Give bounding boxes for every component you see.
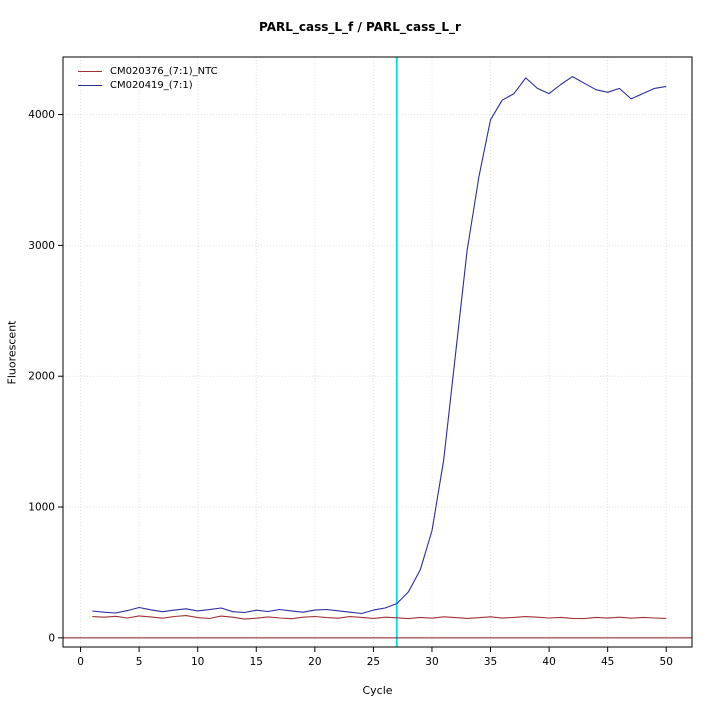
svg-text:4000: 4000 bbox=[28, 109, 55, 121]
legend-item-sample: CM020419_(7:1) bbox=[78, 80, 218, 91]
svg-text:50: 50 bbox=[660, 656, 673, 668]
svg-text:2000: 2000 bbox=[28, 371, 55, 383]
chart-title: PARL_cass_L_f / PARL_cass_L_r bbox=[259, 20, 461, 34]
svg-text:10: 10 bbox=[191, 656, 204, 668]
y-axis-label: Fluorescent bbox=[5, 320, 19, 385]
svg-text:1000: 1000 bbox=[28, 502, 55, 514]
svg-text:25: 25 bbox=[367, 656, 380, 668]
x-axis-label: Cycle bbox=[362, 684, 393, 697]
legend: CM020376_(7:1)_NTC CM020419_(7:1) bbox=[78, 66, 218, 91]
svg-text:35: 35 bbox=[484, 656, 497, 668]
legend-swatch-1 bbox=[78, 85, 102, 86]
legend-swatch-0 bbox=[78, 71, 102, 72]
svg-text:3000: 3000 bbox=[28, 240, 55, 252]
gridlines bbox=[63, 57, 692, 647]
svg-text:45: 45 bbox=[601, 656, 614, 668]
series-line-0 bbox=[92, 615, 667, 620]
axis-tick-labels: 0 5 10 15 20 25 30 35 40 45 50 0 1000 2000 3000 4000 bbox=[28, 109, 673, 668]
svg-text:20: 20 bbox=[308, 656, 321, 668]
series-line-1 bbox=[92, 76, 667, 615]
svg-text:0: 0 bbox=[77, 656, 84, 668]
svg-text:40: 40 bbox=[542, 656, 555, 668]
legend-item-ntc: CM020376_(7:1)_NTC bbox=[78, 66, 218, 77]
svg-text:30: 30 bbox=[425, 656, 438, 668]
axis-ticks bbox=[58, 114, 667, 652]
legend-label-ntc: CM020376_(7:1)_NTC bbox=[110, 66, 218, 77]
svg-text:5: 5 bbox=[136, 656, 143, 668]
svg-text:15: 15 bbox=[250, 656, 263, 668]
plot-box bbox=[62, 56, 693, 648]
legend-label-sample: CM020419_(7:1) bbox=[110, 80, 193, 91]
svg-text:0: 0 bbox=[48, 632, 55, 644]
